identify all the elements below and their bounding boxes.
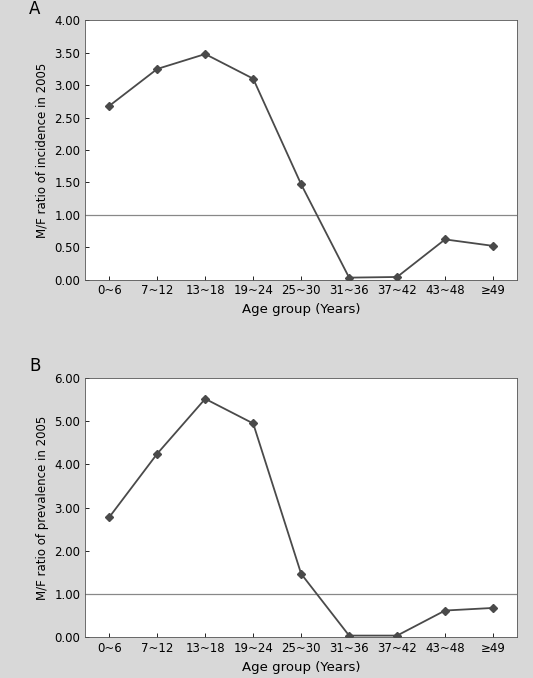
- Y-axis label: M/F ratio of incidence in 2005: M/F ratio of incidence in 2005: [36, 62, 49, 237]
- Y-axis label: M/F ratio of prevalence in 2005: M/F ratio of prevalence in 2005: [36, 416, 49, 600]
- Text: A: A: [29, 0, 41, 18]
- X-axis label: Age group (Years): Age group (Years): [242, 661, 360, 674]
- Text: B: B: [29, 357, 41, 376]
- X-axis label: Age group (Years): Age group (Years): [242, 303, 360, 316]
